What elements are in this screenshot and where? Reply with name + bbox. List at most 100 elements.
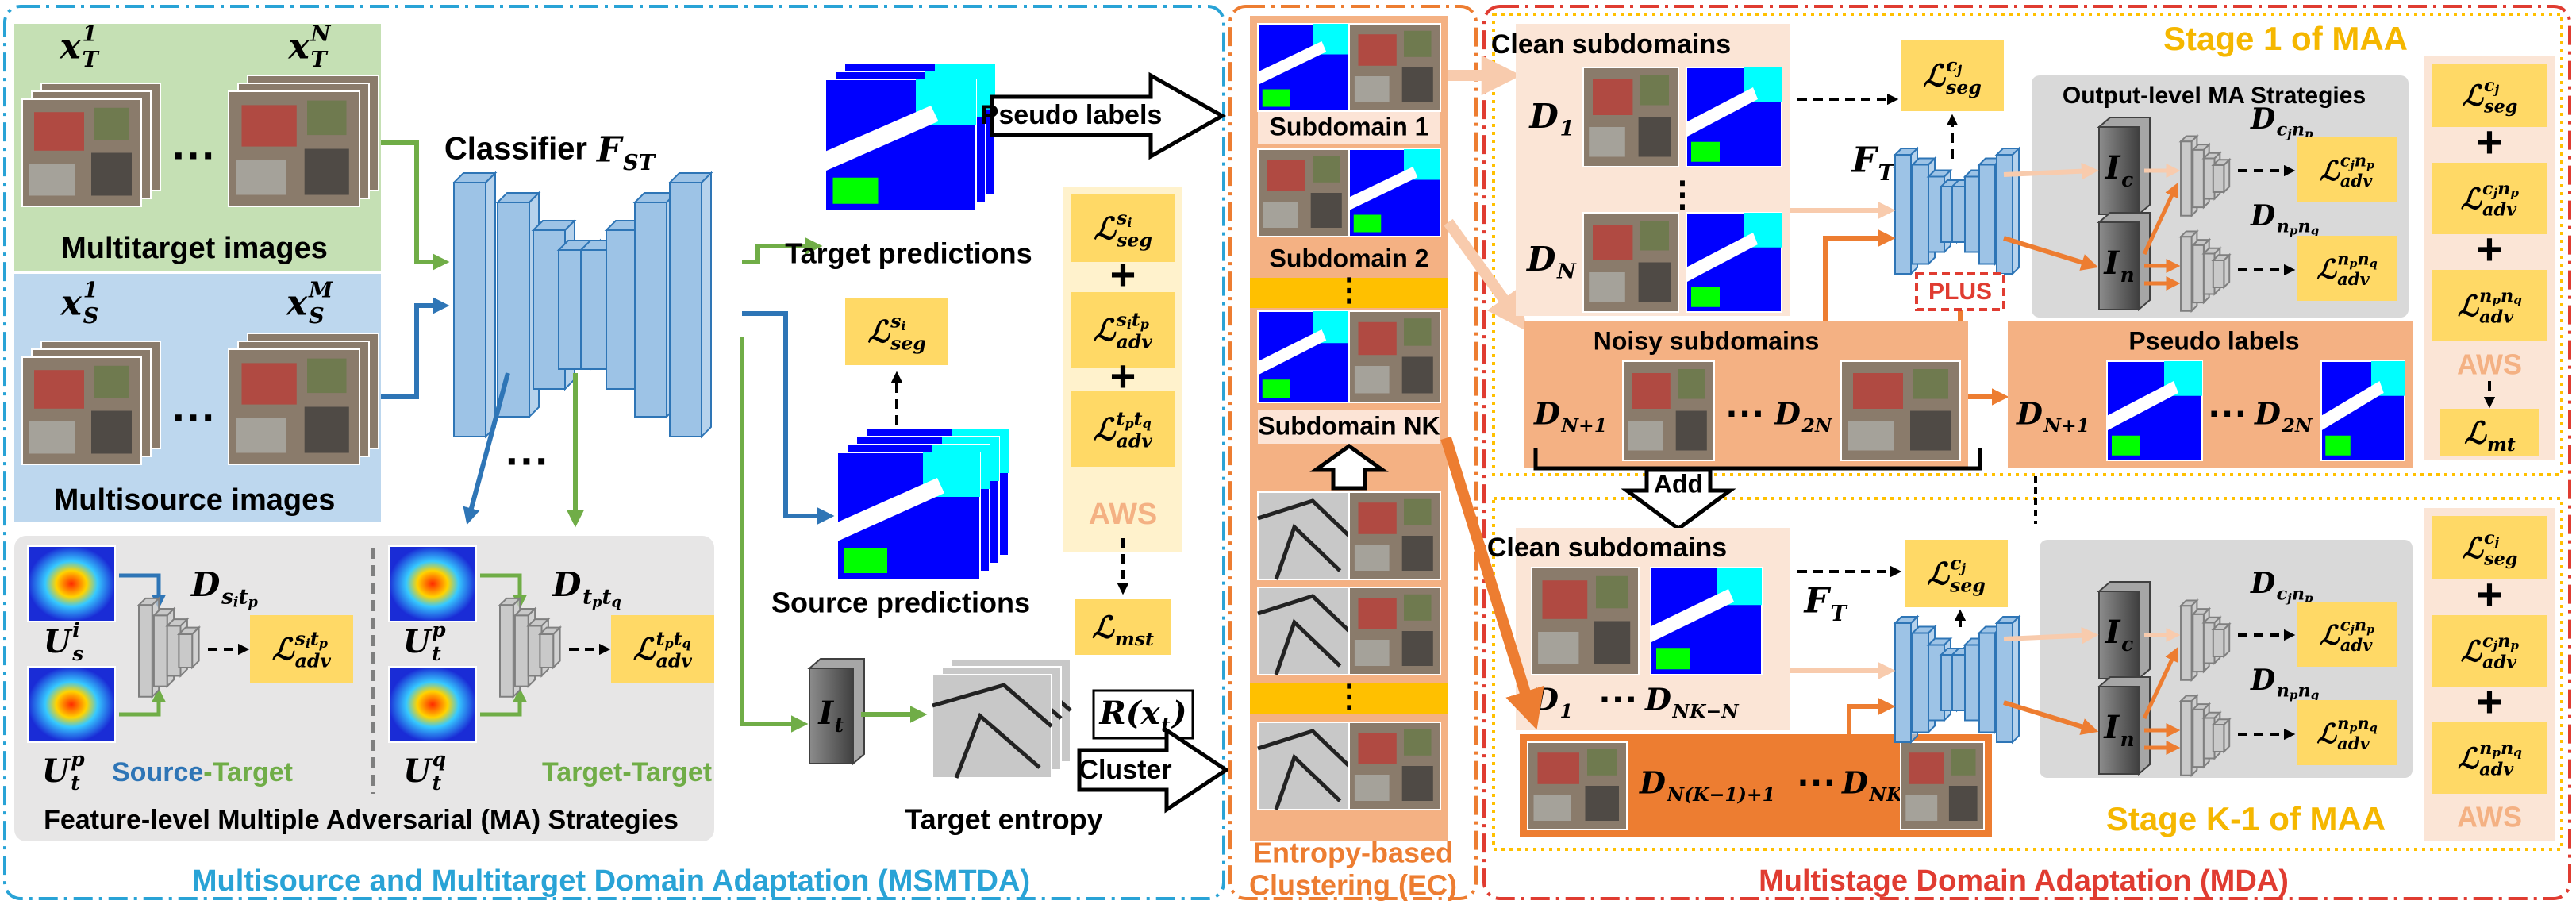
seg-class bbox=[2107, 381, 2178, 431]
label: ··· bbox=[1797, 760, 1837, 805]
math-script: N+1 bbox=[1560, 414, 1607, 437]
bracket bbox=[1533, 448, 1982, 471]
math-base: ℒ bbox=[2316, 718, 2337, 750]
math-script: T bbox=[1831, 601, 1848, 626]
math-script: j bbox=[2493, 535, 2500, 549]
math-script: 1 bbox=[1559, 700, 1572, 722]
label: ··· bbox=[2209, 391, 2248, 436]
photo-tree bbox=[1404, 594, 1432, 621]
math-sub: S bbox=[309, 303, 325, 329]
label: Subdomain 1 bbox=[1270, 112, 1429, 140]
math-script: i bbox=[1127, 214, 1132, 229]
math-script: i bbox=[233, 594, 239, 610]
math-label: F ST bbox=[595, 130, 656, 175]
math-script: p bbox=[2366, 159, 2374, 171]
math-script: q bbox=[2311, 688, 2320, 702]
math-sup: M bbox=[308, 277, 333, 302]
loss-box bbox=[845, 298, 948, 365]
math-sup: si bbox=[890, 310, 905, 333]
photo-roof bbox=[34, 112, 84, 151]
math-script: p bbox=[1140, 316, 1149, 331]
math-label: R(x t) bbox=[1098, 695, 1186, 736]
subdomain-label-box bbox=[1258, 111, 1440, 144]
math-base: U bbox=[403, 752, 433, 790]
math-base: U bbox=[42, 752, 71, 790]
photo-roof bbox=[1537, 752, 1579, 784]
math-base: ℒ bbox=[1923, 58, 1946, 94]
photo-tree bbox=[1913, 369, 1948, 399]
math-sub: seg bbox=[2483, 97, 2517, 117]
math-base: D bbox=[1644, 682, 1671, 718]
math-script: t bbox=[433, 771, 442, 794]
label: + bbox=[1110, 249, 1136, 299]
math-sup: tptq bbox=[1117, 407, 1152, 430]
math-base: x bbox=[60, 283, 83, 324]
seg-class bbox=[1691, 287, 1720, 307]
math-base: R(x bbox=[1098, 695, 1160, 732]
math-sup: cjnp bbox=[2482, 179, 2519, 200]
math-base: ℒ bbox=[867, 314, 890, 349]
photo-shadow bbox=[1401, 536, 1433, 571]
label: AWS bbox=[1089, 498, 1158, 531]
math-label: D N+1 bbox=[2016, 396, 2090, 437]
math-base: D bbox=[1774, 396, 1801, 432]
math-script: q bbox=[611, 594, 621, 610]
layer bbox=[2212, 260, 2225, 288]
loss-box bbox=[1071, 292, 1175, 368]
math-sup: si bbox=[1116, 206, 1132, 229]
math-script: q bbox=[2513, 293, 2522, 307]
photo-tree bbox=[94, 107, 129, 140]
math-script: q bbox=[2311, 224, 2320, 238]
label: Stage K-1 of MAA bbox=[2106, 800, 2386, 837]
math-base: ℒ bbox=[2316, 254, 2337, 286]
layer bbox=[1978, 632, 1996, 733]
math-script: p bbox=[2349, 722, 2357, 734]
arrow bbox=[740, 337, 809, 733]
mda-border bbox=[1482, 5, 2571, 900]
photo-shadow bbox=[1638, 117, 1671, 157]
math-script: N(K−1)+1 bbox=[1666, 783, 1775, 806]
layer bbox=[1912, 164, 1929, 265]
photo-road bbox=[1263, 202, 1298, 228]
photo-shadow bbox=[1910, 410, 1951, 451]
math-sup: cjnp bbox=[2340, 150, 2374, 171]
layer bbox=[606, 229, 639, 390]
label: Pseudo labels bbox=[981, 100, 1163, 130]
math-script: n bbox=[2357, 248, 2369, 268]
math-label: x NT bbox=[288, 21, 332, 72]
math-sub: t bbox=[433, 771, 442, 794]
math-base: ℒ bbox=[2458, 742, 2480, 776]
photo-tree bbox=[307, 100, 347, 136]
label: ⋮ bbox=[1333, 679, 1365, 714]
math-base: ℒ bbox=[2463, 532, 2485, 565]
math-script: adv bbox=[2337, 268, 2370, 288]
layer-side bbox=[485, 171, 496, 439]
photo-tree bbox=[1404, 30, 1432, 57]
math-sup: 1 bbox=[82, 21, 97, 46]
math-script: j bbox=[2491, 186, 2498, 200]
layer bbox=[2192, 148, 2205, 209]
photo-road bbox=[1589, 272, 1625, 302]
math-sub: adv bbox=[2340, 170, 2373, 190]
label: ··· bbox=[506, 436, 550, 486]
seg-class bbox=[1349, 167, 1418, 210]
layer bbox=[1894, 154, 1912, 275]
seg-class bbox=[1691, 141, 1720, 162]
math-sub: t bbox=[835, 713, 844, 736]
math-script: p bbox=[319, 635, 328, 650]
math-script: s bbox=[221, 585, 233, 609]
ec-band bbox=[1250, 683, 1448, 714]
math-base: ℒ bbox=[633, 631, 656, 667]
math-label: D NK−N bbox=[1644, 682, 1740, 722]
math-script: q bbox=[1143, 415, 1152, 430]
math-script: seg bbox=[2483, 549, 2517, 570]
